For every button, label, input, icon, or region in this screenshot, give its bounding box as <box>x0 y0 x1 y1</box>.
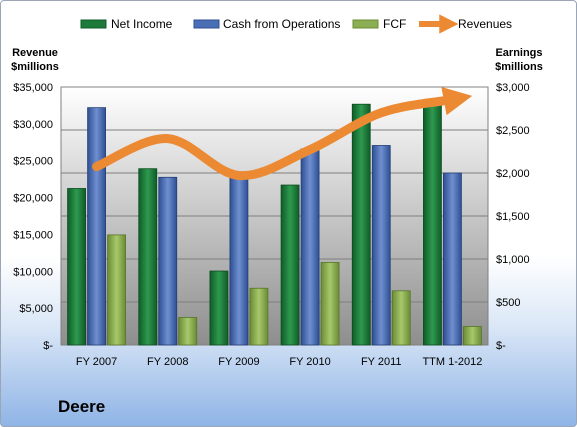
right-axis-title-line1: Earnings <box>495 47 542 59</box>
gridlines <box>61 129 488 303</box>
bar-cash-from-operations-fy-2010 <box>300 148 320 346</box>
left-tick-label: $25,000 <box>13 156 53 168</box>
legend-label-net-income: Net Income <box>111 17 173 31</box>
legend-swatch-fcf <box>352 19 379 29</box>
right-tick-label: $2,000 <box>496 168 530 180</box>
bar-fcf-fy-2009 <box>249 287 269 346</box>
right-tick-label: $3,000 <box>496 82 530 94</box>
left-tick-label: $10,000 <box>13 266 53 278</box>
right-tick-label: $2,500 <box>496 125 530 137</box>
legend: Net Income Cash from Operations FCF Reve… <box>80 14 512 34</box>
legend-swatch-net-income <box>80 19 107 29</box>
right-tick-label: $500 <box>496 297 520 309</box>
right-tick-label: $1,000 <box>496 254 530 266</box>
category-label: FY 2010 <box>289 356 330 368</box>
bar-fcf-fy-2007 <box>107 234 126 346</box>
bar-net-income-fy-2010 <box>280 184 300 346</box>
left-tick-label: $- <box>43 340 53 352</box>
legend-label-fcf: FCF <box>383 17 406 31</box>
left-axis-title-line1: Revenue <box>12 47 58 59</box>
bar-group <box>67 102 482 346</box>
legend-label-cash-from-operations: Cash from Operations <box>223 17 340 31</box>
right-tick-label: $1,500 <box>496 211 530 223</box>
left-axis-title-line2: $millions <box>11 61 59 73</box>
category-label: FY 2009 <box>218 356 259 368</box>
bar-cash-from-operations-ttm-1-2012 <box>443 172 462 346</box>
left-tick-label: $20,000 <box>13 193 53 205</box>
bar-cash-from-operations-fy-2008 <box>158 176 178 346</box>
category-label: FY 2007 <box>76 356 117 368</box>
left-tick-label: $15,000 <box>13 229 53 241</box>
bar-net-income-fy-2011 <box>351 103 371 346</box>
left-tick-label: $35,000 <box>13 82 53 94</box>
bar-net-income-ttm-1-2012 <box>423 102 442 346</box>
bar-cash-from-operations-fy-2011 <box>371 145 391 346</box>
bar-fcf-fy-2008 <box>178 317 198 346</box>
revenue-line-group <box>92 86 473 180</box>
bar-fcf-fy-2010 <box>320 262 340 346</box>
bar-net-income-fy-2007 <box>67 188 86 346</box>
left-tick-label: $30,000 <box>13 119 53 131</box>
category-axis: FY 2007 FY 2008 FY 2009 FY 2010 FY 2011 TTM 1… <box>76 356 482 368</box>
category-label: FY 2008 <box>147 356 188 368</box>
series-line-revenues <box>92 86 473 180</box>
legend-swatch-cash-from-operations <box>193 19 220 29</box>
bar-net-income-fy-2008 <box>138 168 158 346</box>
category-label: TTM 1-2012 <box>422 356 482 368</box>
right-axis: $- $500 $1,000 $1,500 $2,000 $2,500 $3,000 <box>496 82 530 352</box>
company-name: Deere <box>58 397 106 416</box>
bar-fcf-fy-2011 <box>391 290 411 346</box>
right-axis-title-line2: $millions <box>495 61 543 73</box>
bar-cash-from-operations-fy-2007 <box>87 107 106 346</box>
legend-label-revenues: Revenues <box>458 17 512 31</box>
bar-cash-from-operations-fy-2009 <box>229 174 249 346</box>
right-tick-label: $- <box>496 340 506 352</box>
category-label: FY 2011 <box>361 356 402 368</box>
bar-fcf-ttm-1-2012 <box>463 326 482 346</box>
left-axis: $- $5,000 $10,000 $15,000 $20,000 $25,000 $30,… <box>13 82 53 352</box>
bar-net-income-fy-2009 <box>209 270 229 346</box>
left-tick-label: $5,000 <box>19 303 53 315</box>
